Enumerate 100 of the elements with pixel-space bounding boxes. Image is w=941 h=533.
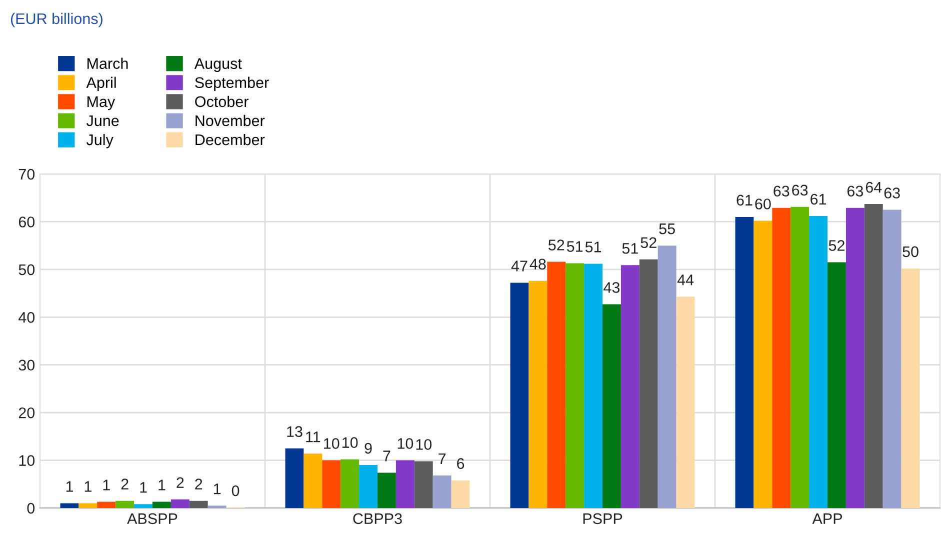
- data-label: 64: [866, 182, 882, 193]
- data-label: 43: [604, 282, 620, 293]
- data-label: 60: [755, 198, 771, 210]
- data-label: 51: [585, 242, 602, 252]
- data-label: 63: [792, 184, 808, 196]
- bar: [152, 502, 171, 508]
- data-label: 13: [287, 426, 302, 438]
- data-label: 1: [84, 481, 92, 492]
- data-label: 63: [774, 186, 790, 197]
- bar: [78, 503, 98, 508]
- data-label: 50: [902, 246, 918, 258]
- bar: [97, 502, 116, 508]
- legend-label: July: [86, 134, 114, 148]
- x-tick-label: ABSPP: [127, 513, 178, 524]
- bar: [285, 448, 304, 508]
- x-tick-label: PSPP: [583, 513, 622, 524]
- data-label: 51: [622, 243, 638, 254]
- data-label: 10: [342, 437, 358, 448]
- legend-label: March: [88, 58, 128, 69]
- legend-label: September: [195, 76, 269, 92]
- data-label: 7: [438, 454, 446, 464]
- bar: [134, 504, 152, 508]
- legend-label: August: [194, 58, 242, 72]
- data-label: 10: [324, 438, 340, 449]
- bar: [60, 503, 79, 508]
- bar: [828, 262, 846, 508]
- bar: [528, 280, 548, 508]
- bar: [340, 459, 360, 508]
- data-label: 0: [232, 485, 240, 496]
- bar: [864, 204, 883, 508]
- data-label: 9: [364, 442, 372, 454]
- data-label: 1: [66, 481, 73, 492]
- y-tick-label: 70: [18, 168, 35, 180]
- bar: [189, 500, 208, 508]
- bar: [304, 454, 322, 508]
- data-label: 1: [214, 484, 221, 494]
- data-label: 61: [810, 194, 826, 205]
- data-label: 63: [884, 188, 900, 198]
- y-tick-label: 60: [18, 216, 35, 228]
- bar: [882, 210, 902, 508]
- bar: [584, 264, 602, 508]
- bar: [658, 246, 676, 508]
- data-label: 7: [383, 450, 390, 462]
- bar: [116, 500, 134, 508]
- bar: [510, 282, 529, 508]
- x-tick-label: APP: [812, 513, 842, 524]
- bar: [772, 208, 791, 508]
- data-label: 2: [176, 477, 184, 488]
- data-label: 2: [195, 478, 202, 490]
- bar: [790, 206, 810, 508]
- legend-label: April: [86, 76, 116, 92]
- data-label: 51: [566, 241, 583, 252]
- text: (EUR billions): [10, 12, 102, 28]
- data-label: 1: [103, 480, 110, 490]
- bar: [359, 465, 378, 508]
- bar: [901, 268, 920, 508]
- legend-label: October: [195, 96, 248, 108]
- bar: [378, 472, 396, 508]
- data-label: 47: [511, 260, 528, 272]
- bar: [547, 262, 566, 508]
- data-label: 52: [640, 237, 656, 248]
- data-label: 61: [736, 194, 752, 206]
- data-label: 10: [398, 438, 414, 449]
- data-label: 1: [140, 482, 147, 493]
- data-label: 2: [121, 478, 128, 490]
- bar: [735, 216, 754, 508]
- legend-label: December: [196, 134, 265, 146]
- data-label: 1: [158, 480, 166, 490]
- data-label: 63: [847, 186, 863, 197]
- y-tick-label: 0: [27, 502, 35, 514]
- y-tick-label: 10: [19, 455, 35, 466]
- y-tick-label: 20: [18, 407, 35, 418]
- x-tick-label: CBPP3: [353, 513, 402, 524]
- data-label: 48: [530, 258, 546, 270]
- bar: [754, 220, 772, 508]
- bar: [414, 461, 433, 508]
- data-label: 10: [416, 439, 432, 450]
- data-label: 44: [677, 274, 694, 286]
- legend-label: June: [86, 115, 119, 126]
- bar: [676, 296, 695, 508]
- y-tick-label: 40: [18, 312, 35, 323]
- data-label: 6: [457, 458, 464, 469]
- bar: [809, 216, 828, 508]
- data-label: 52: [828, 240, 844, 251]
- bar: [602, 304, 621, 508]
- legend-label: May: [88, 96, 116, 110]
- bar: [639, 259, 658, 508]
- bar: [396, 460, 414, 508]
- y-tick-label: 30: [18, 360, 35, 371]
- bar: [451, 480, 470, 508]
- data-label: 52: [548, 240, 564, 250]
- bar: [170, 499, 190, 508]
- y-tick-label: 50: [18, 264, 35, 276]
- bar: [566, 263, 584, 508]
- bar: [620, 265, 640, 508]
- data-label: 55: [659, 224, 675, 234]
- bar: [322, 460, 341, 508]
- legend-label: November: [196, 114, 265, 126]
- bar: [846, 208, 864, 508]
- data-label: 11: [306, 432, 320, 442]
